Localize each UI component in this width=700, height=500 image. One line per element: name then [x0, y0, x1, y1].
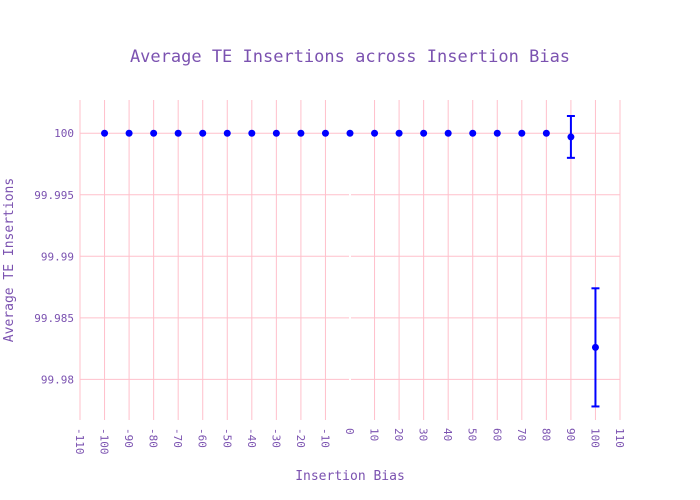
data-point [493, 129, 501, 137]
x-tick-label: 40 [441, 428, 454, 441]
y-axis-title: Average TE Insertions [2, 178, 17, 342]
data-point [174, 129, 182, 137]
data-point [150, 129, 158, 137]
x-tick-label: 110 [613, 428, 626, 448]
x-tick-label: 20 [392, 428, 405, 441]
tick-layer: -110 -100 -90 -80 -70 -60 -50 -40 -30 -20 -10 0 10 20… [34, 127, 626, 454]
y-tick-label: 99.98 [41, 373, 74, 386]
data-point [420, 129, 428, 137]
x-tick-label: -90 [122, 428, 135, 448]
x-axis-title: Insertion Bias [295, 469, 405, 484]
y-tick-label: 99.985 [34, 312, 74, 325]
data-point [542, 129, 550, 137]
data-point [321, 129, 329, 137]
data-layer [101, 115, 600, 408]
data-point [223, 129, 231, 137]
x-tick-label: -80 [147, 428, 160, 448]
data-point [297, 129, 305, 137]
chart-title: Average TE Insertions across Insertion B… [130, 47, 570, 67]
data-point [395, 129, 403, 137]
x-tick-label: 60 [490, 428, 503, 441]
x-tick-label: -70 [171, 428, 184, 448]
data-point [469, 129, 477, 137]
x-tick-label: -10 [318, 428, 331, 448]
x-tick-label: -40 [245, 428, 258, 448]
y-tick-label: 100 [54, 127, 74, 140]
data-point [125, 129, 133, 137]
x-tick-label: 90 [564, 428, 577, 441]
data-point [101, 129, 109, 137]
y-tick-label: 99.995 [34, 189, 74, 202]
data-point [248, 129, 256, 137]
data-point [199, 129, 207, 137]
grid-layer [79, 100, 621, 420]
x-tick-label: -110 [73, 428, 86, 455]
x-tick-label: 10 [368, 428, 381, 441]
y-tick-label: 99.99 [41, 250, 74, 263]
data-point [346, 129, 354, 137]
x-tick-label: 100 [588, 428, 601, 448]
x-tick-label: -30 [269, 428, 282, 448]
data-point [518, 129, 526, 137]
data-point [272, 129, 280, 137]
data-point [567, 133, 575, 141]
x-tick-label: 30 [417, 428, 430, 441]
x-tick-label: -60 [196, 428, 209, 448]
x-tick-label: 80 [539, 428, 552, 441]
x-tick-label: 50 [466, 428, 479, 441]
x-tick-label: -20 [294, 428, 307, 448]
data-point [591, 343, 599, 351]
x-tick-label: -50 [220, 428, 233, 448]
data-point [371, 129, 379, 137]
x-tick-label: -100 [98, 428, 111, 455]
data-point [444, 129, 452, 137]
x-tick-label: 70 [515, 428, 528, 441]
x-tick-label: 0 [343, 428, 356, 435]
